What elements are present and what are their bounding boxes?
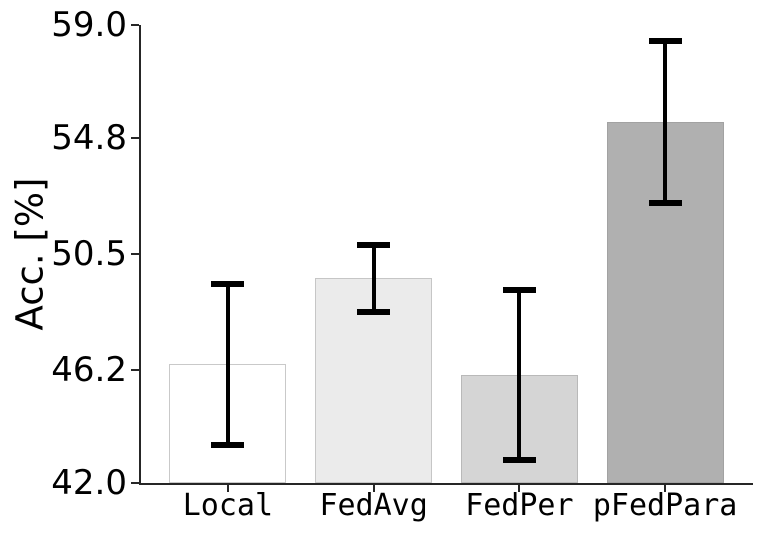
error-bar-line [663, 41, 668, 203]
y-tick-label: 42.0 [51, 463, 127, 503]
y-tick-label: 59.0 [51, 5, 127, 45]
x-tick-label: pFedPara [592, 488, 738, 523]
x-tick-mark [664, 485, 667, 492]
y-tick-label: 46.2 [51, 349, 127, 390]
y-tick-label: 50.5 [51, 234, 127, 274]
error-bar-line [517, 290, 522, 461]
error-bar-cap-top [357, 241, 391, 248]
error-bar-cap-bottom [502, 457, 536, 464]
y-tick-mark [131, 253, 139, 255]
error-bar-cap-top [648, 38, 682, 45]
error-bar-cap-bottom [357, 308, 391, 315]
x-tick-label: Local [182, 488, 274, 523]
y-tick-mark [131, 137, 139, 140]
y-axis-spine [139, 25, 141, 485]
y-tick-mark [131, 368, 139, 371]
error-bar-cap-top [211, 280, 245, 287]
x-tick-mark [226, 485, 229, 492]
error-bar-line [371, 244, 376, 312]
x-axis-spine [139, 483, 753, 485]
x-tick-label: FedAvg [319, 488, 428, 523]
x-tick-mark [518, 485, 521, 492]
error-bar-cap-bottom [211, 442, 245, 449]
x-tick-mark [372, 485, 375, 492]
y-tick-mark [131, 24, 139, 26]
y-tick-mark [131, 482, 139, 484]
x-tick-label: FedPer [465, 488, 574, 523]
y-tick-label: 54.8 [51, 118, 127, 159]
error-bar-cap-bottom [648, 199, 682, 206]
error-bar-line [225, 283, 230, 446]
error-bar-cap-top [502, 287, 536, 294]
